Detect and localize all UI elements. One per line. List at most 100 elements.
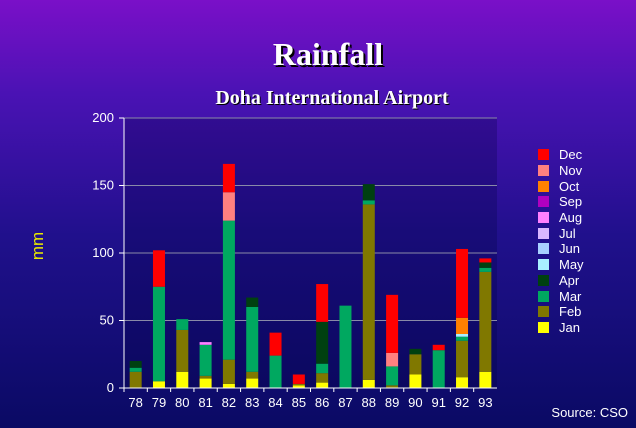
bar-segment-feb-86 <box>316 373 329 383</box>
legend-item-dec: Dec <box>538 147 584 163</box>
bar-segment-jan-86 <box>316 382 329 388</box>
legend-swatch <box>538 196 549 208</box>
y-tick-label: 50 <box>100 313 114 328</box>
bar-segment-feb-92 <box>456 340 469 378</box>
bar-segment-mar-86 <box>316 363 329 374</box>
chart-title: Rainfall <box>272 36 384 72</box>
bar-segment-jan-80 <box>176 371 189 388</box>
legend-swatch <box>538 321 549 333</box>
bar-segment-feb-81 <box>199 375 212 379</box>
bar-segment-feb-93 <box>479 271 492 372</box>
bar-segment-mar-78 <box>129 367 142 372</box>
legend-item-jan: Jan <box>538 320 584 336</box>
bar-segment-feb-80 <box>176 329 189 372</box>
x-tick-label: 86 <box>315 395 329 410</box>
bar-segment-mar-79 <box>152 286 165 382</box>
bar-segment-apr-83 <box>246 297 259 307</box>
legend-swatch <box>538 243 549 255</box>
bar-segment-dec-89 <box>386 294 399 353</box>
legend-label: Apr <box>559 272 580 288</box>
legend-item-apr: Apr <box>538 273 584 289</box>
bar-segment-jan-92 <box>456 377 469 388</box>
bar-segment-feb-82 <box>222 359 235 384</box>
legend-swatch <box>538 149 549 161</box>
bar-segment-dec-82 <box>222 163 235 193</box>
x-tick-label: 89 <box>385 395 399 410</box>
legend-label: Jul <box>559 225 576 241</box>
bar-segment-mar-83 <box>246 307 259 372</box>
y-tick-label: 150 <box>92 178 114 193</box>
x-tick-label: 82 <box>222 395 236 410</box>
bar-segment-dec-93 <box>479 258 492 263</box>
bar-segment-may-92 <box>456 334 469 337</box>
legend-item-sep: Sep <box>538 194 584 210</box>
legend-swatch <box>538 165 549 177</box>
x-tick-label: 85 <box>292 395 306 410</box>
bar-segment-jan-79 <box>152 381 165 388</box>
axes <box>123 118 497 392</box>
legend-label: Dec <box>559 147 583 163</box>
legend-label: Jun <box>559 241 580 257</box>
legend-swatch <box>538 212 549 224</box>
legend-label: Nov <box>559 163 583 179</box>
bar-segment-jan-83 <box>246 378 259 388</box>
bar-segment-feb-90 <box>409 354 422 375</box>
x-tick-label: 91 <box>431 395 445 410</box>
legend-swatch <box>538 227 549 239</box>
x-tick-label: 90 <box>408 395 422 410</box>
bar-segment-mar-89 <box>386 366 399 386</box>
y-tick-label: 0 <box>107 380 114 395</box>
legend-swatch <box>538 290 549 302</box>
bar-segment-oct-92 <box>456 317 469 334</box>
legend-item-feb: Feb <box>538 304 584 320</box>
bar-segment-feb-89 <box>386 385 399 388</box>
legend-label: Aug <box>559 210 583 226</box>
bar-segment-feb-78 <box>129 371 142 388</box>
bar-segment-aug-81 <box>199 342 212 345</box>
legend-label: Jan <box>559 319 580 335</box>
bar-segment-apr-90 <box>409 348 422 355</box>
x-tick-label: 88 <box>362 395 376 410</box>
bar-segment-mar-93 <box>479 267 492 272</box>
y-axis-label: mm <box>28 231 47 261</box>
x-tick-label: 84 <box>268 395 282 410</box>
bar-segment-jan-85 <box>292 385 305 388</box>
legend-item-jul: Jul <box>538 225 584 241</box>
bar-segment-mar-87 <box>339 305 352 388</box>
y-tick-label: 100 <box>92 245 114 260</box>
bar-segment-jan-82 <box>222 383 235 388</box>
legend-label: May <box>559 257 584 273</box>
bar-segment-nov-89 <box>386 352 399 367</box>
legend-swatch <box>538 180 549 192</box>
bar-segment-jan-88 <box>362 379 375 388</box>
bar-segment-dec-91 <box>432 344 445 351</box>
legend-item-may: May <box>538 257 584 273</box>
bar-segment-dec-85 <box>292 374 305 384</box>
x-tick-labels: 78 79 80 81 82 83 84 85 86 87 88 89 90 91 92 93 <box>128 395 492 410</box>
bar-segment-jan-90 <box>409 374 422 388</box>
bar-segment-jan-93 <box>479 371 492 388</box>
legend-label: Oct <box>559 178 580 194</box>
bar-segment-apr-86 <box>316 321 329 364</box>
y-tick-label: 200 <box>92 110 114 125</box>
bar-segment-dec-84 <box>269 332 282 356</box>
legend-item-jun: Jun <box>538 241 584 257</box>
y-tick-labels: 0 50 100 150 200 <box>92 110 114 395</box>
bar-segment-mar-84 <box>269 355 282 388</box>
bar-segment-apr-93 <box>479 262 492 268</box>
x-tick-label: 81 <box>198 395 212 410</box>
x-tick-label: 80 <box>175 395 189 410</box>
legend-swatch <box>538 259 549 271</box>
bar-segment-dec-86 <box>316 284 329 322</box>
bar-segment-apr-78 <box>129 361 142 368</box>
legend-label: Sep <box>559 194 583 210</box>
bar-segment-mar-82 <box>222 220 235 360</box>
x-tick-label: 78 <box>128 395 142 410</box>
bar-segment-dec-92 <box>456 248 469 318</box>
bars <box>129 163 492 388</box>
legend: Dec Nov Oct Sep Aug Jul Jun May Apr Mar Feb Jan <box>538 147 584 335</box>
x-tick-label: 87 <box>338 395 352 410</box>
bar-segment-dec-79 <box>152 250 165 287</box>
bar-segment-apr-88 <box>362 184 375 201</box>
